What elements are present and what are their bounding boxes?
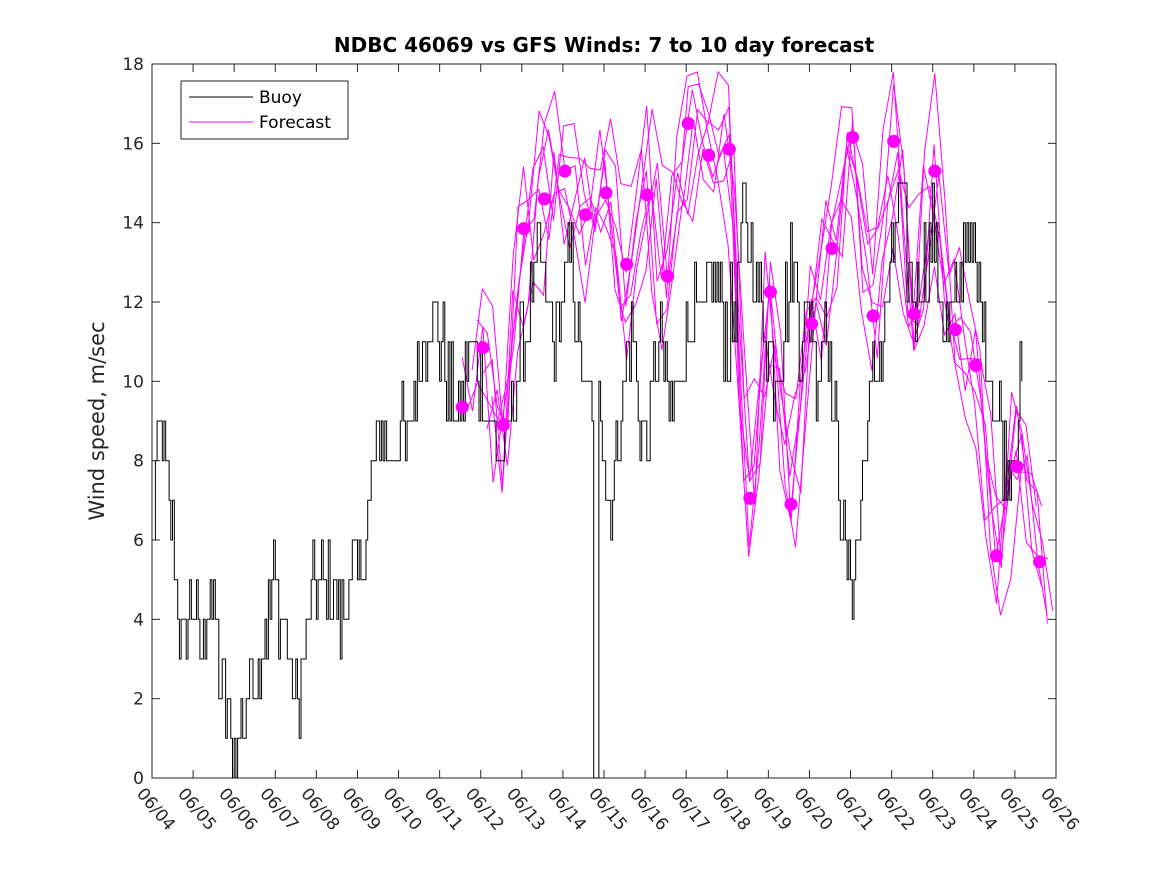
forecast-marker [558,164,572,178]
y-tick-label: 8 [133,452,144,472]
forecast-marker [476,341,490,355]
forecast-marker [1010,460,1024,474]
forecast-marker [455,400,469,414]
forecast-marker [702,148,716,162]
y-axis-ticks: 0 2 4 6 8 10 12 14 16 18 [122,55,1056,789]
forecast-marker [620,257,634,271]
forecast-marker [579,208,593,222]
forecast-series [481,70,1048,616]
forecast-marker [599,186,613,200]
legend-entry-buoy: Buoy [259,88,302,108]
y-tick-label: 12 [122,293,144,313]
forecast-marker [1033,555,1047,569]
chart-title: NDBC 46069 vs GFS Winds: 7 to 10 day for… [334,33,875,57]
forecast-marker [989,549,1003,563]
forecast-marker [640,188,654,202]
y-tick-label: 18 [122,55,144,75]
forecast-marker [784,497,798,511]
legend-entry-forecast: Forecast [259,113,331,133]
y-tick-label: 4 [133,610,144,630]
y-tick-label: 16 [122,134,144,154]
forecast-marker [887,134,901,148]
forecast-markers [455,117,1047,569]
forecast-marker [681,117,695,130]
forecast-series [491,71,1037,557]
y-tick-label: 6 [133,531,144,551]
y-tick-label: 14 [122,214,144,234]
forecast-marker [537,192,551,206]
legend: Buoy Forecast [180,80,349,140]
forecast-marker [661,269,675,283]
forecast-marker [743,491,757,505]
axes-box [151,63,1057,779]
forecast-marker [866,309,880,323]
forecast-marker [722,142,736,156]
buoy-line [152,182,1023,779]
forecast-marker [948,323,962,337]
buoy-series [152,182,1023,779]
y-tick-label: 0 [133,769,144,789]
forecast-marker [928,164,942,178]
forecast-marker [763,285,777,299]
legend-box [180,80,349,140]
y-tick-label: 10 [122,372,144,392]
forecast-lines [461,70,1054,624]
forecast-series [461,73,1048,604]
forecast-marker [805,317,819,331]
forecast-marker [846,130,860,144]
forecast-marker [517,222,531,236]
plot-area [151,63,1057,779]
forecast-marker [969,358,983,372]
forecast-marker [825,241,839,255]
y-tick-label: 2 [133,690,144,710]
forecast-marker [907,307,921,321]
y-axis-label: Wind speed, m/sec [85,321,109,520]
forecast-marker [496,418,510,432]
forecast-series [486,89,1043,616]
